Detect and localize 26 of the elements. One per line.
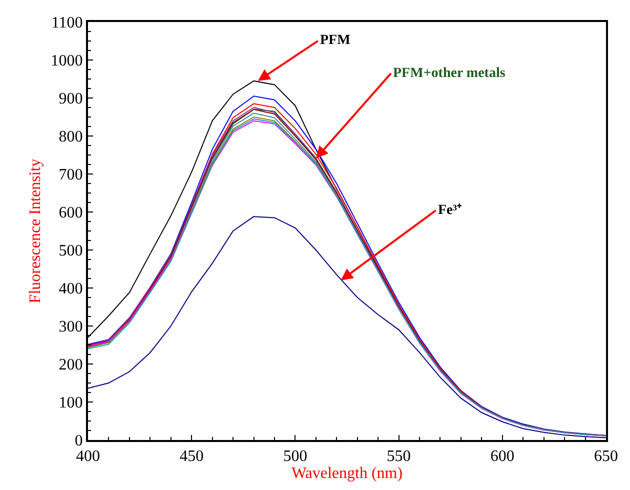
annotation: PFM+other metals bbox=[393, 66, 506, 81]
x-tick-label: 600 bbox=[490, 448, 514, 466]
x-tick-label: 400 bbox=[76, 448, 100, 466]
y-tick-label: 600 bbox=[58, 204, 83, 222]
y-tick-label: 500 bbox=[58, 242, 83, 260]
y-tick-label: 0 bbox=[74, 432, 83, 450]
annotation: PFM bbox=[320, 33, 350, 48]
y-tick-label: 700 bbox=[58, 166, 83, 184]
y-tick-label: 1000 bbox=[50, 52, 83, 70]
line-series bbox=[88, 116, 338, 348]
y-tick-label: 100 bbox=[58, 394, 83, 412]
x-axis-title: Wavelength (nm) bbox=[291, 465, 403, 482]
x-tick-label: 500 bbox=[283, 448, 308, 466]
x-tick-label: 650 bbox=[594, 448, 618, 466]
y-axis-title: Fluorescence Intensity bbox=[27, 158, 44, 304]
y-tick-label: 300 bbox=[58, 318, 83, 336]
y-tick-label: 400 bbox=[58, 280, 83, 298]
annotation: Fe³⁺ bbox=[438, 203, 462, 218]
x-tick-label: 450 bbox=[180, 448, 204, 466]
y-tick-label: 200 bbox=[58, 356, 83, 374]
line-series bbox=[88, 103, 503, 418]
line-series bbox=[88, 216, 606, 438]
y-tick-label: 800 bbox=[58, 128, 83, 146]
x-tick-label: 550 bbox=[386, 448, 411, 466]
y-tick-label: 1100 bbox=[51, 14, 83, 32]
y-tick-label: 900 bbox=[58, 90, 83, 108]
